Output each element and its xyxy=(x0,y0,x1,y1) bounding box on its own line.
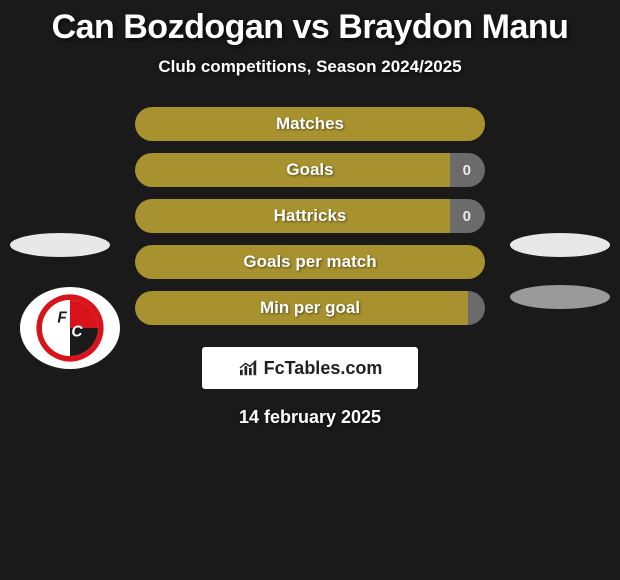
player2-shadow-placeholder xyxy=(510,285,610,309)
stat-bar-value-right: 0 xyxy=(463,199,471,233)
page-title: Can Bozdogan vs Braydon Manu xyxy=(0,0,620,47)
stat-bar-label: Goals per match xyxy=(135,245,485,279)
stat-bars: MatchesGoals0Hattricks0Goals per matchMi… xyxy=(135,107,485,325)
stat-bar-label: Min per goal xyxy=(135,291,485,325)
date-label: 14 february 2025 xyxy=(0,407,620,428)
stat-bar-row: Hattricks0 xyxy=(135,199,485,233)
stat-bar-row: Goals per match xyxy=(135,245,485,279)
badge-text-c: C xyxy=(71,323,83,340)
subtitle: Club competitions, Season 2024/2025 xyxy=(0,57,620,77)
stat-bar-row: Matches xyxy=(135,107,485,141)
badge-text-f: F xyxy=(57,309,67,326)
stat-bar-value-right: 0 xyxy=(463,153,471,187)
stat-bar-label: Goals xyxy=(135,153,485,187)
watermark-text: FcTables.com xyxy=(264,358,383,379)
player1-photo-placeholder xyxy=(10,233,110,257)
stat-bar-label: Matches xyxy=(135,107,485,141)
club-badge-icon: F C xyxy=(35,293,105,363)
watermark-chart-icon xyxy=(238,359,260,377)
watermark: FcTables.com xyxy=(202,347,418,389)
comparison-area: F C MatchesGoals0Hattricks0Goals per mat… xyxy=(0,107,620,428)
stat-bar-row: Min per goal xyxy=(135,291,485,325)
stat-bar-row: Goals0 xyxy=(135,153,485,187)
player2-photo-placeholder xyxy=(510,233,610,257)
club-badge: F C xyxy=(20,287,120,369)
stat-bar-label: Hattricks xyxy=(135,199,485,233)
